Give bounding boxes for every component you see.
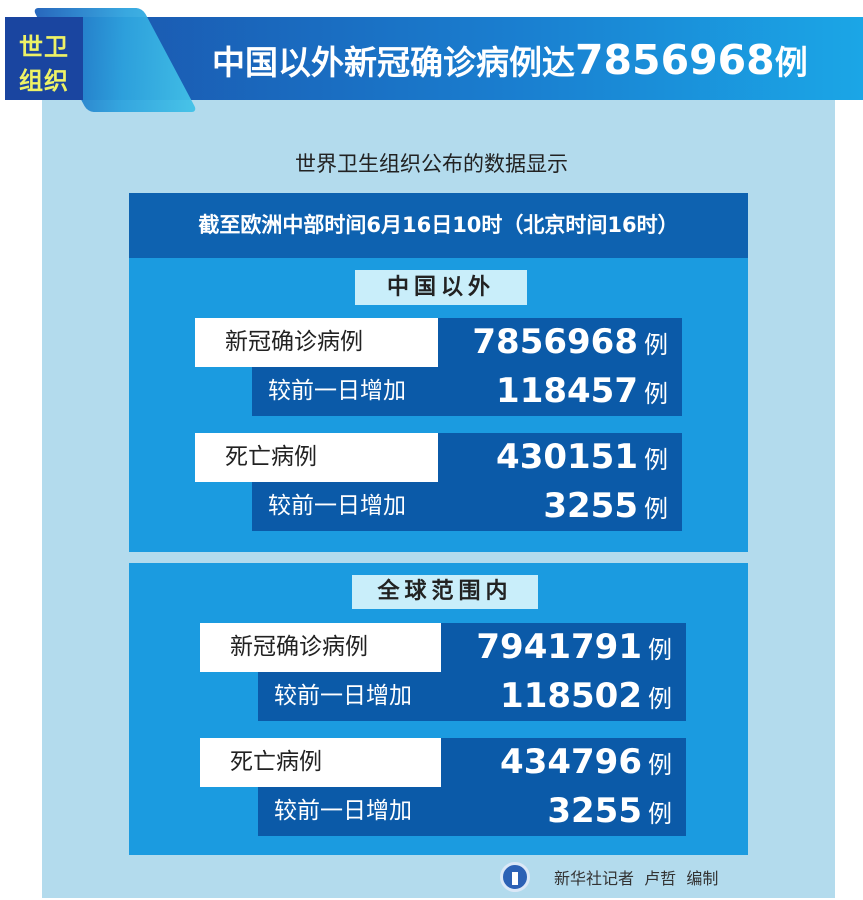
sub-value-unit: 例 (648, 685, 672, 713)
headline: 中国以外新冠确诊病例达7856968例 (212, 36, 808, 84)
tag-line-2: 组织 (19, 67, 69, 95)
tag-line-1: 世卫 (19, 33, 69, 61)
xinhua-logo-icon (500, 862, 530, 892)
sub-value-number: 118502 (500, 676, 642, 716)
credit: 新华社记者 卢哲 编制 (554, 869, 719, 888)
row-label: 死亡病例 (200, 738, 441, 787)
value-unit: 例 (648, 636, 672, 664)
row-value: 430151 例 (438, 433, 668, 487)
sub-value-number: 118457 (496, 371, 638, 411)
row-label: 死亡病例 (195, 433, 438, 482)
section-title: 中国以外 (355, 270, 527, 305)
headline-unit: 例 (774, 43, 808, 82)
row-label: 新冠确诊病例 (195, 318, 438, 367)
headline-number: 7856968 (575, 36, 775, 84)
value-number: 7856968 (472, 322, 638, 362)
row-value: 434796 例 (441, 738, 672, 792)
sub-value-unit: 例 (644, 495, 668, 523)
sub-row-label: 较前一日增加 (258, 672, 686, 721)
sub-value-unit: 例 (648, 800, 672, 828)
sub-value-number: 3255 (547, 791, 642, 831)
footer: 新华社记者 卢哲 编制 (500, 862, 718, 892)
sub-row-label: 较前一日增加 (258, 787, 686, 836)
value-box (441, 623, 686, 672)
date-bar: 截至欧洲中部时间6月16日10时（北京时间16时） (129, 193, 748, 258)
value-number: 430151 (496, 437, 638, 477)
sub-value-number: 3255 (543, 486, 638, 526)
section-title: 全球范围内 (352, 575, 538, 609)
row-value: 7941791 例 (441, 623, 672, 677)
subtitle: 世界卫生组织公布的数据显示 (295, 152, 568, 176)
sub-row-value: 118457 例 (438, 367, 668, 421)
value-unit: 例 (648, 751, 672, 779)
value-unit: 例 (644, 331, 668, 359)
sub-row-value: 118502 例 (441, 672, 672, 726)
row-label: 新冠确诊病例 (200, 623, 441, 672)
value-number: 7941791 (476, 627, 642, 667)
value-box (438, 433, 682, 482)
headline-text: 中国以外新冠确诊病例达 (212, 43, 575, 82)
sub-row-label: 较前一日增加 (252, 482, 682, 531)
sub-value-unit: 例 (644, 380, 668, 408)
value-unit: 例 (644, 446, 668, 474)
value-box (441, 738, 686, 787)
value-box (438, 318, 682, 367)
sub-row-value: 3255 例 (438, 482, 668, 536)
row-value: 7856968 例 (438, 318, 668, 372)
value-number: 434796 (500, 742, 642, 782)
sub-row-label: 较前一日增加 (252, 367, 682, 416)
sub-row-value: 3255 例 (441, 787, 672, 841)
who-tag: 世卫 组织 (5, 17, 83, 100)
